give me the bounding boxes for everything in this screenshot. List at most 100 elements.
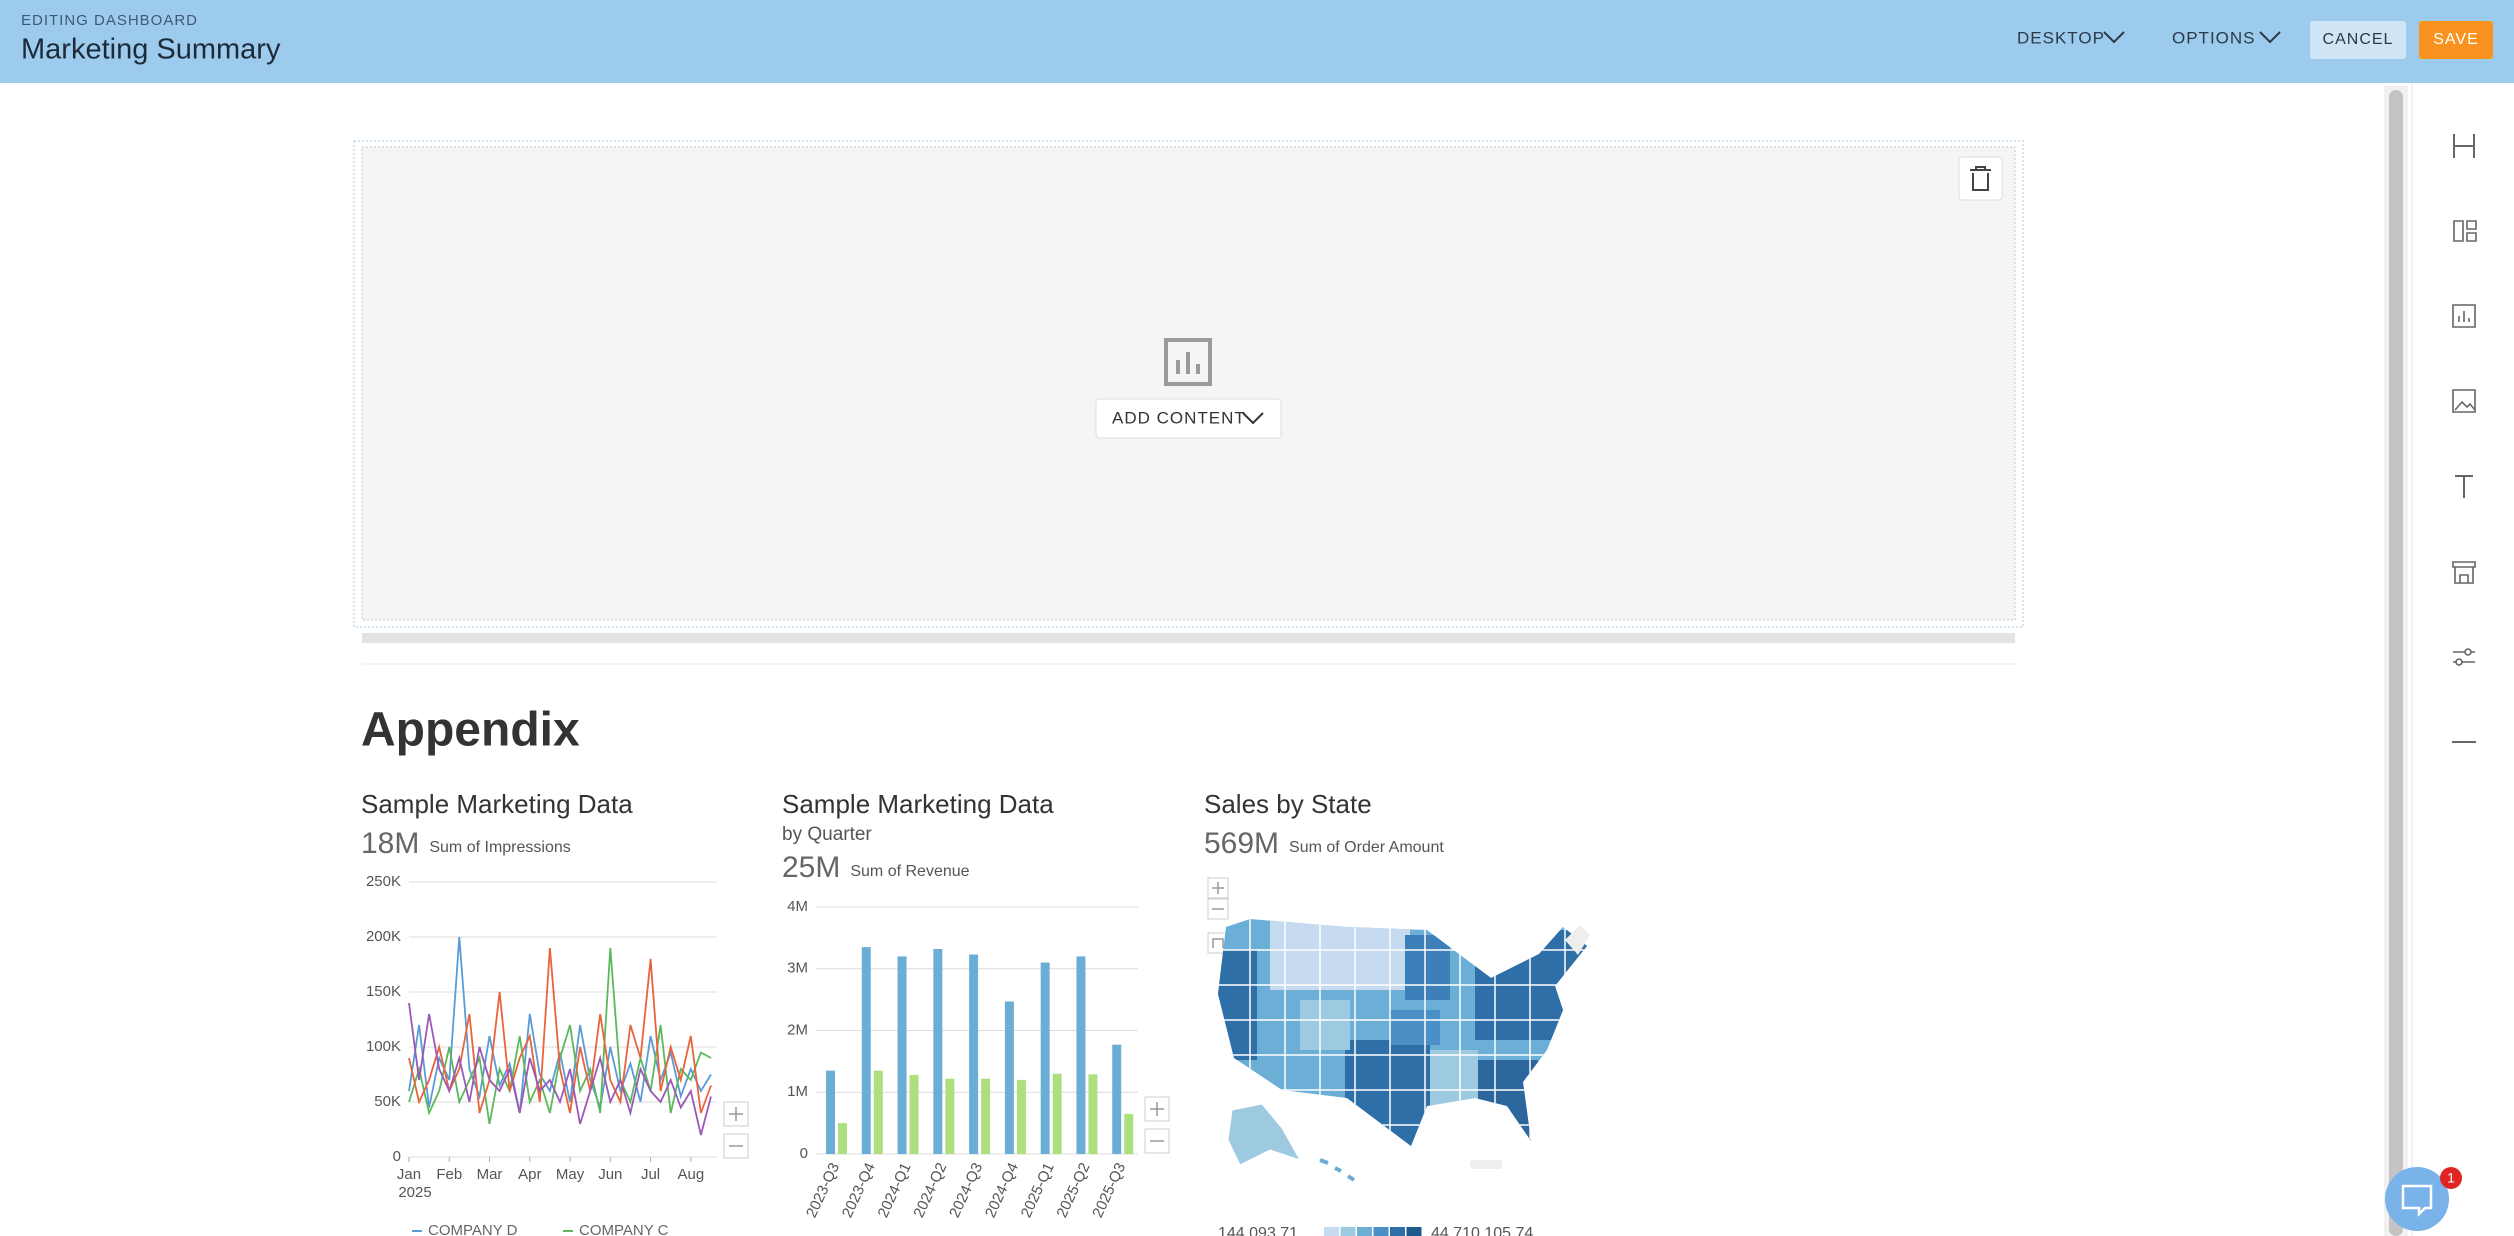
- x-tick-label: 2025-Q2: [1053, 1160, 1093, 1220]
- header-subtitle: EDITING DASHBOARD: [21, 12, 198, 29]
- chart-title: Sales by State: [1204, 789, 1372, 819]
- delete-button[interactable]: [1958, 156, 2003, 201]
- cancel-button[interactable]: [2310, 21, 2406, 59]
- section-title: Appendix: [361, 704, 580, 757]
- series-line: [408, 936, 712, 1114]
- bar: [945, 1078, 955, 1154]
- store-icon[interactable]: [2452, 561, 2476, 584]
- x-tick-label: Apr: [518, 1166, 541, 1183]
- tile-outline: [353, 140, 2024, 628]
- chat-icon: [2401, 1184, 2433, 1218]
- heading-icon[interactable]: [2453, 134, 2475, 158]
- bar: [897, 956, 907, 1154]
- header-bar: [0, 0, 2514, 83]
- bar: [1004, 1001, 1014, 1154]
- bar: [838, 1123, 847, 1154]
- chevron: [2259, 31, 2281, 44]
- series-line: [408, 947, 712, 1125]
- series-line: [408, 947, 712, 1114]
- y-tick-label: 2M: [787, 1021, 808, 1038]
- state-region: [1345, 1040, 1430, 1146]
- alaska: [1227, 1103, 1302, 1166]
- chat-button[interactable]: [2385, 1167, 2449, 1231]
- menu-label[interactable]: DESKTOP: [2017, 28, 2105, 47]
- scrollbar-thumb[interactable]: [2389, 90, 2403, 1236]
- y-tick-label: 0: [393, 1148, 401, 1165]
- y-tick-label: 3M: [787, 960, 808, 977]
- chart-subtitle: by Quarter: [782, 824, 872, 845]
- scale-min-label: 144,093.71: [1218, 1225, 1298, 1236]
- trash-icon: [1970, 166, 1991, 191]
- image-icon[interactable]: [2452, 389, 2476, 413]
- bar: [1040, 962, 1050, 1154]
- bar: [861, 947, 871, 1154]
- x-tick-label: 2024-Q2: [910, 1160, 950, 1220]
- scale-swatch: [1406, 1227, 1422, 1236]
- x-tick-label: Feb: [436, 1166, 462, 1183]
- y-tick-label: 50K: [374, 1093, 401, 1110]
- scale-swatch: [1324, 1227, 1339, 1236]
- bar: [909, 1074, 919, 1154]
- chevron: [2103, 31, 2125, 44]
- scale-swatch: [1340, 1227, 1356, 1236]
- resize-handle[interactable]: [362, 633, 2015, 643]
- x-tick-label: Mar: [477, 1166, 503, 1183]
- state-region: [1390, 1010, 1440, 1045]
- filter-knob: [2464, 648, 2472, 656]
- add-content-label[interactable]: ADD CONTENT: [1112, 408, 1246, 427]
- state-region: [1405, 935, 1450, 1000]
- kpi-label: Sum of Order Amount: [1289, 839, 1444, 856]
- y-tick-label: 250K: [366, 873, 401, 890]
- sidebar-icons: [2452, 134, 2477, 743]
- add-content-button[interactable]: [1095, 398, 1282, 439]
- zoom-out[interactable]: [723, 1133, 749, 1159]
- cancel-label[interactable]: CANCEL: [2323, 31, 2394, 48]
- x-tick-label: 2025-Q3: [1089, 1160, 1129, 1220]
- kpi-value: 25M: [782, 851, 840, 884]
- bar: [873, 1070, 883, 1154]
- x-tick-label: 2023-Q3: [803, 1160, 843, 1220]
- x-tick-label: May: [556, 1166, 585, 1183]
- chat-badge-count: 1: [2447, 1170, 2455, 1186]
- x-tick-label: 2024-Q3: [946, 1160, 986, 1220]
- text-icon[interactable]: [2455, 475, 2473, 498]
- hawaii: [1319, 1158, 1356, 1182]
- save-label[interactable]: SAVE: [2433, 31, 2479, 48]
- kpi-label: Sum of Revenue: [850, 863, 969, 880]
- territory: [1470, 1160, 1502, 1169]
- canada-edge: [1565, 925, 1590, 955]
- kpi-label: Sum of Impressions: [429, 839, 570, 856]
- layout-icon[interactable]: [2453, 220, 2477, 242]
- state-region: [1430, 1050, 1478, 1110]
- bar: [933, 948, 943, 1154]
- bar: [1052, 1073, 1062, 1154]
- chart-icon[interactable]: [2452, 304, 2476, 328]
- save-button[interactable]: [2419, 21, 2493, 59]
- chart-title: Sample Marketing Data: [782, 789, 1054, 819]
- desktop-menu[interactable]: DESKTOP: [2017, 28, 2125, 47]
- bar: [981, 1078, 991, 1154]
- content-icon: [1164, 338, 1212, 386]
- zoom-glyphs: [729, 882, 1224, 1147]
- x-sub-label: 2025: [398, 1184, 431, 1201]
- x-tick-label: Jun: [598, 1166, 622, 1183]
- x-tick-label: 2024-Q1: [875, 1160, 915, 1220]
- kpi-value: 18M: [361, 827, 419, 860]
- bar: [1016, 1079, 1026, 1154]
- filter-knob: [2455, 658, 2463, 666]
- y-tick-label: 200K: [366, 928, 401, 945]
- chat-badge: [2440, 1167, 2462, 1189]
- state-borders: [1218, 919, 1587, 1146]
- x-tick-label: Aug: [677, 1166, 704, 1183]
- x-tick-label: Jul: [641, 1166, 660, 1183]
- options-menu[interactable]: OPTIONS: [2172, 28, 2281, 47]
- y-tick-label: 1M: [787, 1083, 808, 1100]
- x-tick-label: Jan: [397, 1166, 421, 1183]
- menu-label[interactable]: OPTIONS: [2172, 28, 2256, 47]
- chevron: [1242, 412, 1264, 425]
- y-tick-label: 100K: [366, 1038, 401, 1055]
- scale-max-label: 44,710,105.74: [1431, 1225, 1533, 1236]
- scale-swatch: [1357, 1227, 1372, 1236]
